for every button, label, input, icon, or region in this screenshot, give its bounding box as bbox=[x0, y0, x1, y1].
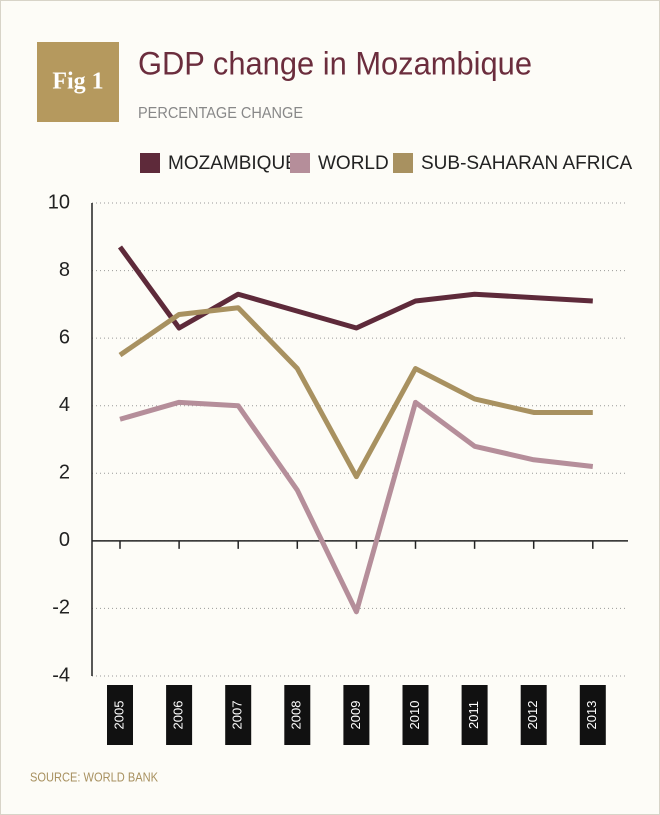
x-label-box bbox=[343, 685, 370, 745]
x-tick-label: 2006 bbox=[171, 701, 186, 730]
y-tick-label: 0 bbox=[59, 529, 70, 551]
series-line bbox=[118, 305, 593, 480]
figure-label: Fig 1 bbox=[52, 69, 103, 95]
x-tick-label: 2012 bbox=[525, 701, 540, 730]
chart-title: GDP change in Mozambique bbox=[138, 45, 532, 81]
x-tick-label: 2008 bbox=[289, 701, 304, 730]
legend-label: MOZAMBIQUE bbox=[168, 153, 298, 174]
y-tick-label: 10 bbox=[48, 191, 70, 213]
y-tick-label: 8 bbox=[59, 259, 70, 281]
x-label-box bbox=[520, 685, 547, 745]
series-line bbox=[117, 245, 593, 331]
x-tick-label: 2010 bbox=[407, 701, 422, 730]
x-label-box bbox=[402, 685, 429, 745]
legend-label: SUB-SAHARAN AFRICA bbox=[421, 153, 632, 174]
legend-swatch bbox=[290, 153, 310, 173]
x-tick-label: 2011 bbox=[466, 701, 481, 729]
x-label-box bbox=[166, 685, 193, 745]
y-tick-label: 2 bbox=[59, 462, 70, 484]
x-label-box bbox=[461, 685, 488, 745]
x-label-box bbox=[225, 685, 252, 745]
x-tick-label: 2009 bbox=[348, 701, 363, 730]
x-label-box bbox=[579, 685, 606, 745]
x-tick-label: 2013 bbox=[584, 701, 599, 730]
y-tick-label: -4 bbox=[52, 664, 70, 686]
x-label-box bbox=[284, 685, 311, 745]
series-line bbox=[119, 399, 594, 615]
chart-subtitle: PERCENTAGE CHANGE bbox=[138, 105, 303, 122]
legend-swatch bbox=[393, 153, 413, 173]
figure-badge bbox=[37, 42, 119, 122]
y-tick-label: -2 bbox=[52, 597, 70, 619]
legend-swatch bbox=[140, 153, 160, 173]
y-tick-label: 4 bbox=[59, 394, 70, 416]
x-tick-label: 2005 bbox=[111, 701, 126, 730]
y-tick-label: 6 bbox=[59, 326, 70, 348]
x-tick-label: 2007 bbox=[230, 701, 245, 730]
x-label-box bbox=[107, 685, 133, 745]
source: SOURCE: WORLD BANK bbox=[30, 769, 158, 784]
legend-label: WORLD bbox=[318, 153, 389, 174]
